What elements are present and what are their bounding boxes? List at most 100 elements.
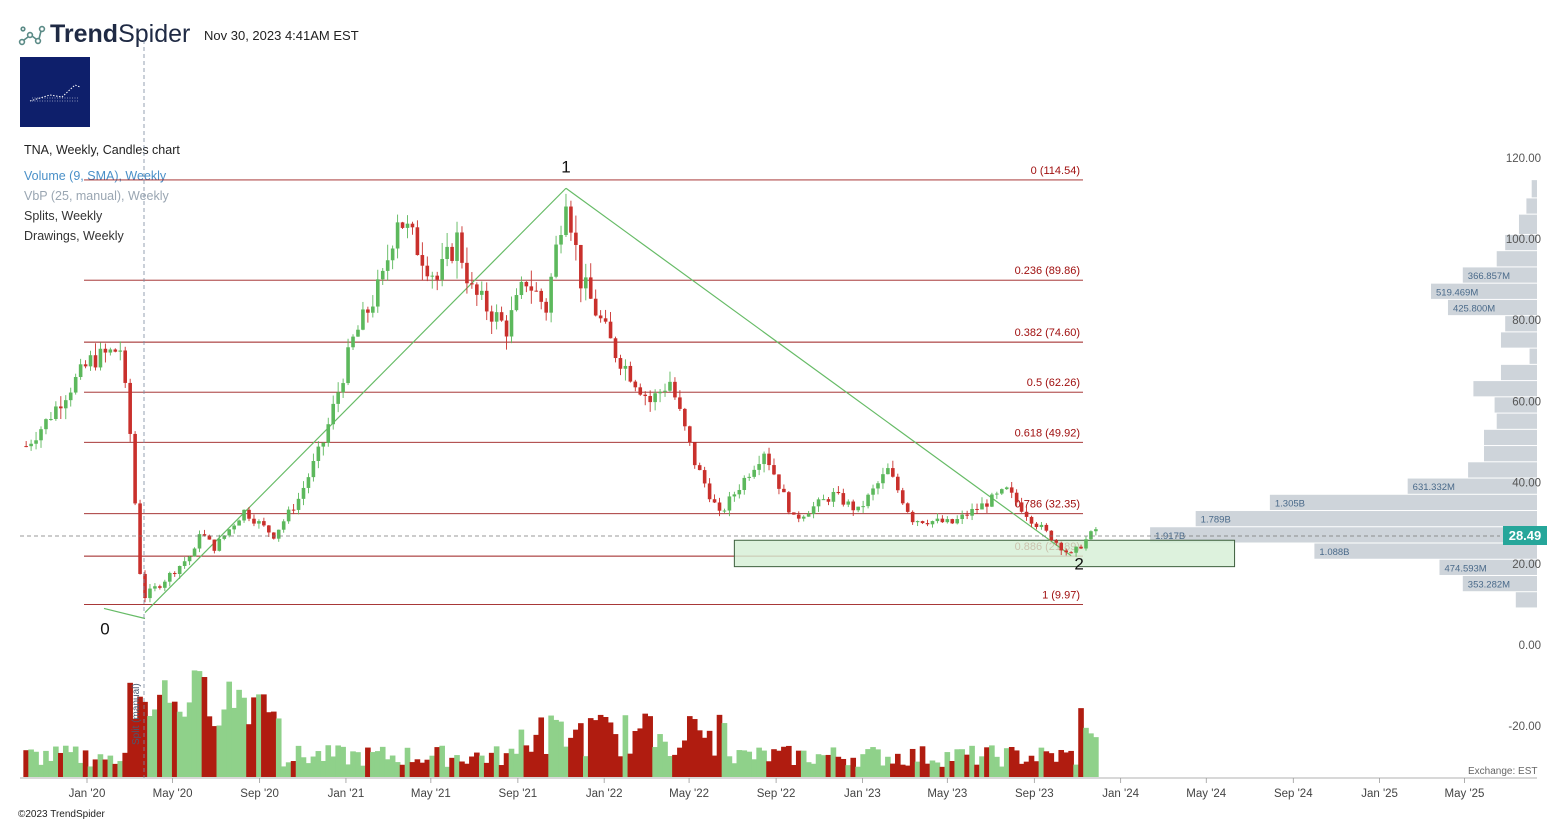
candle <box>712 494 717 504</box>
x-tick-label: May '24 <box>1186 788 1227 800</box>
candle <box>227 529 232 538</box>
candle-body <box>648 396 652 403</box>
legend-vbp[interactable]: VbP (25, manual), Weekly <box>24 189 169 203</box>
candle-body <box>29 443 33 447</box>
candle <box>1024 506 1029 521</box>
volume-bar <box>845 765 852 777</box>
candle <box>653 389 657 411</box>
volume-bar <box>523 745 530 777</box>
vbp-bar <box>1468 462 1537 478</box>
candle-body <box>712 499 717 503</box>
candle <box>940 515 945 523</box>
volume-bar <box>132 718 138 777</box>
legend-splits[interactable]: Splits, Weekly <box>24 209 103 223</box>
candle <box>732 491 737 502</box>
candle-body <box>811 506 816 514</box>
candle <box>153 583 157 592</box>
volume-bar <box>731 763 738 777</box>
volume-bar <box>389 755 396 777</box>
candle-body <box>435 275 440 280</box>
candle <box>415 220 420 256</box>
candle-body <box>207 535 212 540</box>
axes: 120.00 100.00 80.00 60.00 40.00 20.00 0.00 -20.… <box>20 40 1541 800</box>
candle-body <box>1004 487 1009 490</box>
candle <box>717 497 722 517</box>
volume-bar <box>790 764 797 777</box>
candle <box>247 507 251 522</box>
candle <box>707 478 712 503</box>
legend-drawings[interactable]: Drawings, Weekly <box>24 229 124 243</box>
volume-bar <box>1023 761 1030 777</box>
candle-body <box>678 397 682 409</box>
volume-bar <box>107 755 114 777</box>
volume-bar <box>528 751 535 777</box>
volume-bar <box>444 766 450 777</box>
vbp-bar <box>1439 559 1537 575</box>
candle-body <box>801 516 806 519</box>
fib-label: 1 (9.97) <box>1042 590 1080 602</box>
candle <box>529 270 534 304</box>
candle <box>539 288 544 310</box>
candle <box>341 378 345 398</box>
volume-bar <box>716 714 723 777</box>
candle-body <box>237 520 241 526</box>
legend-volume[interactable]: Volume (9, SMA), Weekly <box>24 169 167 183</box>
candle <box>39 426 43 448</box>
x-tick-label: May '20 <box>153 788 193 800</box>
volume-bar <box>582 756 589 777</box>
candle-body <box>430 275 435 277</box>
candle-body <box>103 348 108 353</box>
volume-bar <box>97 754 104 777</box>
candle <box>133 431 137 506</box>
candle <box>995 491 999 499</box>
candle <box>172 571 177 577</box>
candle <box>470 272 474 289</box>
legend-main[interactable]: TNA, Weekly, Candles chart <box>24 143 180 157</box>
candle <box>460 226 464 269</box>
volume-bar <box>949 760 956 777</box>
volume-bar <box>1068 750 1074 777</box>
volume-bar <box>221 709 228 777</box>
volume-bar <box>899 764 906 777</box>
candle <box>891 460 895 478</box>
candle <box>167 571 172 587</box>
candle <box>985 499 989 513</box>
candle <box>796 511 801 523</box>
candle <box>207 534 212 540</box>
candle-body <box>544 301 548 313</box>
candle-body <box>658 391 662 394</box>
volume-bar <box>256 694 262 777</box>
candle-body <box>593 298 598 316</box>
candle <box>544 298 548 321</box>
candle <box>361 301 365 331</box>
timestamp: Nov 30, 2023 4:41AM EST <box>204 28 359 43</box>
candle <box>999 488 1004 496</box>
x-tick-label: May '22 <box>669 788 709 800</box>
x-tick-label: May '21 <box>411 788 451 800</box>
volume-bar <box>117 761 124 777</box>
candle-body <box>479 290 484 295</box>
volume-bar <box>632 731 639 777</box>
candle <box>881 467 885 489</box>
volume-bar <box>206 716 213 777</box>
candle <box>311 453 316 482</box>
volume-bar <box>741 750 748 777</box>
candle-body <box>574 232 578 245</box>
candle <box>1079 544 1083 550</box>
candle-body <box>965 514 969 516</box>
candle <box>598 310 603 323</box>
candle-body <box>118 350 123 352</box>
candle-body <box>1014 492 1019 503</box>
volume-bar <box>162 680 168 777</box>
candle <box>826 496 831 506</box>
vbp-bar <box>1484 429 1537 446</box>
candle-body <box>692 442 697 466</box>
volume-bar <box>469 756 475 777</box>
fib-label: 0 (114.54) <box>1031 165 1080 177</box>
candle-body <box>262 521 266 526</box>
candle-body <box>311 461 316 478</box>
candle <box>187 555 192 566</box>
candle <box>237 519 241 526</box>
